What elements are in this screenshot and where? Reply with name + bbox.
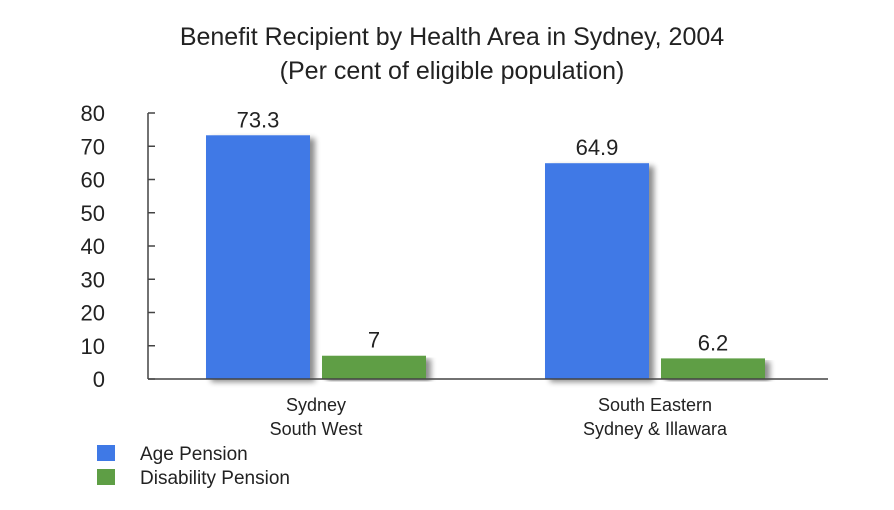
data-label: 7 bbox=[368, 328, 380, 353]
y-tick-label: 40 bbox=[81, 234, 105, 259]
y-tick-label: 60 bbox=[81, 168, 105, 193]
legend-swatch bbox=[97, 445, 115, 461]
y-tick-label: 10 bbox=[81, 334, 105, 359]
x-category-label: South Eastern bbox=[598, 395, 712, 415]
legend: Age Pension Disability Pension bbox=[97, 444, 290, 489]
chart-subtitle: (Per cent of eligible population) bbox=[280, 57, 625, 85]
x-axis: Sydney South West South Eastern Sydney & Il… bbox=[148, 378, 828, 439]
legend-label: Age Pension bbox=[140, 444, 248, 465]
x-category-label: South West bbox=[270, 419, 363, 439]
bar-disability-pension bbox=[661, 358, 765, 379]
chart-title: Benefit Recipient by Health Area in Sydn… bbox=[180, 23, 724, 51]
data-label: 6.2 bbox=[698, 330, 729, 355]
y-tick-label: 20 bbox=[81, 301, 105, 326]
data-label: 64.9 bbox=[576, 135, 619, 160]
y-tick-label: 80 bbox=[81, 101, 105, 126]
y-tick-label: 50 bbox=[81, 201, 105, 226]
y-tick-label: 30 bbox=[81, 267, 105, 292]
data-label: 73.3 bbox=[237, 107, 280, 132]
x-category-label: Sydney & Illawara bbox=[583, 419, 728, 439]
y-axis: 0 10 20 30 40 50 60 70 80 bbox=[81, 101, 155, 392]
legend-swatch bbox=[97, 469, 115, 485]
y-tick-label: 0 bbox=[93, 367, 105, 392]
y-tick-label: 70 bbox=[81, 134, 105, 159]
bar-age-pension bbox=[545, 163, 649, 379]
bars: 73.3 7 64.9 6.2 bbox=[206, 107, 765, 379]
bar-disability-pension bbox=[322, 355, 426, 379]
x-category-label: Sydney bbox=[286, 395, 346, 415]
legend-label: Disability Pension bbox=[140, 468, 290, 489]
bar-age-pension bbox=[206, 135, 310, 379]
